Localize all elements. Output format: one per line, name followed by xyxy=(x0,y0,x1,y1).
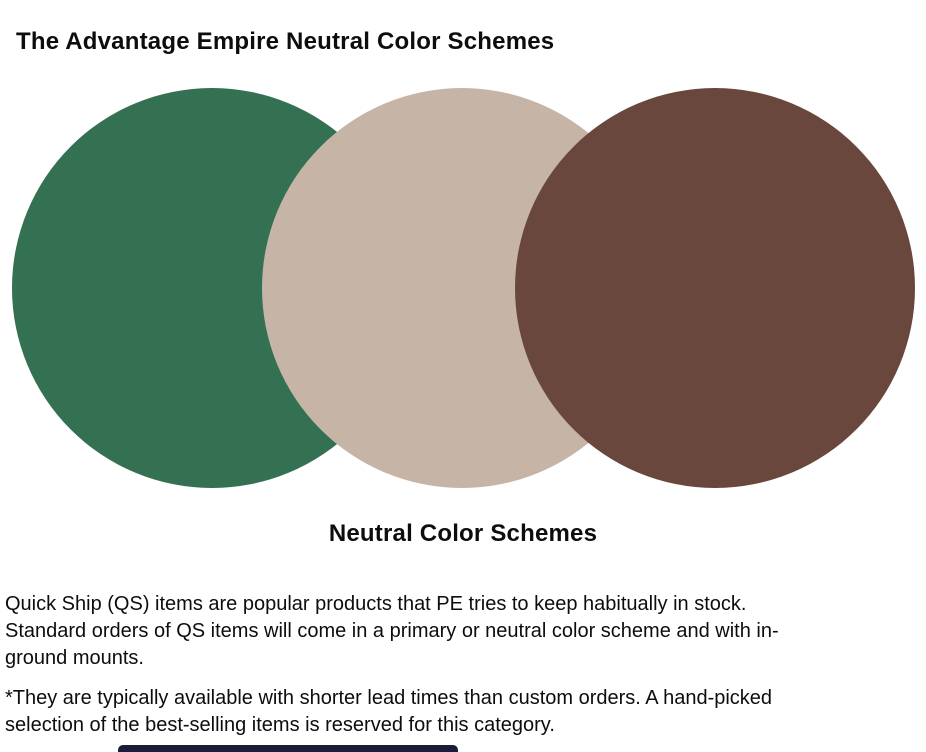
paragraph-line: ground mounts. xyxy=(5,647,144,669)
paragraph-line: Standard orders of QS items will come in… xyxy=(5,620,779,642)
bottom-partial-bar xyxy=(118,745,458,752)
paragraph-line: Quick Ship (QS) items are popular produc… xyxy=(5,593,747,615)
page-title-prefix: The Advantage Empire xyxy=(16,28,287,55)
circles-caption: Neutral Color Schemes xyxy=(328,520,598,547)
paragraph-line: selection of the best-selling items is r… xyxy=(5,714,555,736)
page-title-suffix: Neutral Color Schemes xyxy=(286,28,555,55)
body-text: Quick Ship (QS) items are popular produc… xyxy=(5,591,921,739)
paragraph-quick-ship: Quick Ship (QS) items are popular produc… xyxy=(5,591,921,672)
page-title: The Advantage Empire Neutral Color Schem… xyxy=(16,28,554,56)
paragraph-line: *They are typically available with short… xyxy=(5,687,773,709)
color-swatch-brown xyxy=(515,88,915,488)
color-scheme-circles xyxy=(12,88,915,488)
paragraph-lead-times-note: *They are typically available with short… xyxy=(5,685,921,739)
